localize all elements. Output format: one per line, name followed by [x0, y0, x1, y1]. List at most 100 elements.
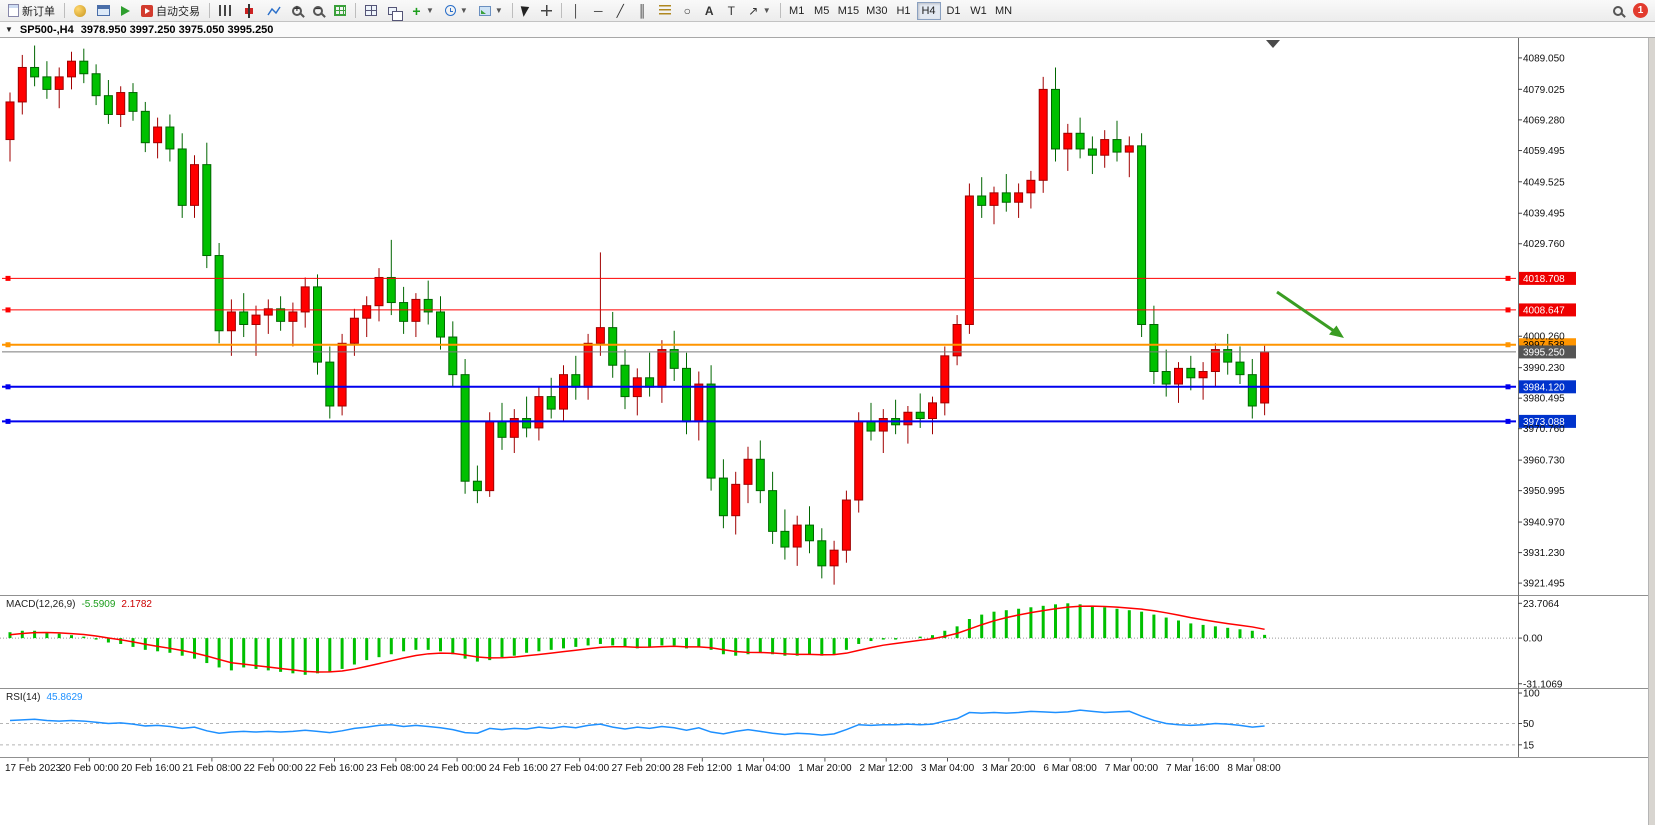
- svg-text:23.7064: 23.7064: [1523, 599, 1560, 610]
- grid-icon: [334, 5, 346, 16]
- fibonacci-icon: [658, 5, 671, 16]
- new-order-button[interactable]: 新订单: [3, 1, 60, 21]
- tile-windows-button[interactable]: [360, 1, 382, 21]
- macd-main-value: -5.5909: [81, 599, 116, 610]
- chart-caption-bar: ▼ SP500-,H4 3978.950 3997.250 3975.050 3…: [0, 22, 1655, 38]
- horizontal-line-button[interactable]: ─: [588, 1, 609, 21]
- trendline-button[interactable]: ╱: [610, 1, 631, 21]
- line-chart-button[interactable]: [262, 1, 286, 21]
- zoom-out-button[interactable]: [308, 1, 328, 21]
- market-watch-button[interactable]: [69, 1, 91, 21]
- terminal-button[interactable]: [92, 1, 115, 21]
- text-label-button[interactable]: T: [721, 1, 742, 21]
- add-indicator-icon: +: [412, 2, 421, 19]
- svg-text:3970.760: 3970.760: [1523, 424, 1565, 435]
- candles-layer: [5, 45, 1270, 585]
- timeframe-mn[interactable]: MN: [992, 2, 1016, 20]
- templates-button[interactable]: ▼: [474, 1, 508, 21]
- svg-text:23 Feb 08:00: 23 Feb 08:00: [366, 763, 425, 774]
- fibonacci-button[interactable]: [654, 1, 676, 21]
- toolbar-separator: [511, 3, 513, 18]
- symbol-dropdown-icon[interactable]: ▼: [5, 25, 13, 34]
- svg-text:17 Feb 2023: 17 Feb 2023: [5, 763, 62, 774]
- svg-text:28 Feb 12:00: 28 Feb 12:00: [673, 763, 732, 774]
- template-icon: [478, 5, 491, 16]
- toolbar-separator: [209, 3, 210, 18]
- svg-text:8 Mar 08:00: 8 Mar 08:00: [1227, 763, 1281, 774]
- timeframe-d1[interactable]: D1: [942, 2, 966, 20]
- notification-badge[interactable]: 1: [1633, 3, 1648, 18]
- svg-text:3931.230: 3931.230: [1523, 548, 1565, 559]
- tester-button[interactable]: [116, 1, 135, 21]
- chevron-down-icon: ▼: [459, 6, 468, 15]
- new-order-icon: [8, 4, 19, 17]
- ellipse-icon: ○: [683, 3, 691, 18]
- chart-symbol-period: SP500-,H4: [19, 23, 74, 36]
- timeframe-h1[interactable]: H1: [892, 2, 916, 20]
- timeframe-w1[interactable]: W1: [967, 2, 991, 20]
- rsi-line: [9, 709, 1265, 736]
- svg-text:3973.088: 3973.088: [1523, 417, 1565, 428]
- svg-text:3921.495: 3921.495: [1523, 579, 1565, 590]
- indicators-button[interactable]: + ▼: [406, 1, 439, 21]
- vertical-line-icon: │: [572, 3, 581, 18]
- crosshair-icon: [540, 5, 552, 16]
- timeframe-m15[interactable]: M15: [835, 2, 862, 20]
- svg-text:24 Feb 00:00: 24 Feb 00:00: [428, 763, 487, 774]
- zoom-in-button[interactable]: [287, 1, 307, 21]
- svg-text:22 Feb 16:00: 22 Feb 16:00: [305, 763, 364, 774]
- chevron-down-icon: ▼: [494, 6, 503, 15]
- zoom-in-icon: [292, 4, 302, 16]
- svg-text:0.00: 0.00: [1523, 634, 1543, 645]
- svg-text:4059.495: 4059.495: [1523, 146, 1565, 157]
- svg-text:21 Feb 08:00: 21 Feb 08:00: [182, 763, 241, 774]
- text-button[interactable]: A: [699, 1, 720, 21]
- timeframe-m5[interactable]: M5: [810, 2, 834, 20]
- auto-trading-button[interactable]: 自动交易: [136, 1, 205, 21]
- svg-text:4039.495: 4039.495: [1523, 209, 1565, 220]
- timeframe-m1[interactable]: M1: [785, 2, 809, 20]
- vertical-line-button[interactable]: │: [566, 1, 587, 21]
- timeframe-group: M1 M5 M15 M30 H1 H4 D1 W1 MN: [785, 1, 1016, 20]
- timeframe-h4[interactable]: H4: [916, 1, 941, 20]
- toolbar-separator: [64, 3, 65, 18]
- cascade-windows-button[interactable]: [383, 1, 405, 21]
- line-chart-icon: [267, 6, 281, 15]
- search-button[interactable]: [1608, 1, 1628, 21]
- zoom-out-icon: [313, 4, 323, 16]
- macd-signal-line: [9, 605, 1265, 673]
- chevron-down-icon: ▼: [426, 6, 434, 15]
- text-label-icon: T: [727, 3, 735, 18]
- toolbar-separator: [355, 3, 356, 18]
- crosshair-button[interactable]: [536, 1, 557, 21]
- cursor-button[interactable]: [517, 1, 535, 21]
- search-icon: [1613, 5, 1623, 16]
- svg-text:3984.120: 3984.120: [1523, 382, 1565, 393]
- macd-name: MACD(12,26,9): [6, 599, 76, 610]
- channel-button[interactable]: ║: [632, 1, 653, 21]
- toolbar-separator: [779, 3, 781, 18]
- chart-ohlc-readout: 3978.950 3997.250 3975.050 3995.250: [80, 23, 274, 36]
- svg-text:-31.1069: -31.1069: [1523, 679, 1563, 690]
- shapes-button[interactable]: ○: [677, 1, 698, 21]
- svg-text:4069.280: 4069.280: [1523, 115, 1565, 126]
- periods-button[interactable]: ▼: [440, 1, 473, 21]
- candlestick-button[interactable]: [237, 1, 261, 21]
- arrows-button[interactable]: ↗ ▼: [743, 1, 776, 21]
- grid-button[interactable]: [329, 1, 351, 21]
- trendline-icon: ╱: [616, 3, 624, 18]
- candlestick-icon: [242, 3, 256, 18]
- cursor-icon: [520, 4, 532, 17]
- channel-icon: ║: [638, 3, 647, 18]
- arrow-tools-icon: ↗: [748, 3, 759, 18]
- svg-text:3980.495: 3980.495: [1523, 394, 1565, 405]
- svg-text:100: 100: [1523, 689, 1540, 700]
- svg-text:24 Feb 16:00: 24 Feb 16:00: [489, 763, 548, 774]
- bar-chart-button[interactable]: [214, 1, 236, 21]
- svg-text:2 Mar 12:00: 2 Mar 12:00: [860, 763, 914, 774]
- svg-text:15: 15: [1523, 740, 1535, 751]
- svg-text:1 Mar 20:00: 1 Mar 20:00: [798, 763, 852, 774]
- timeframe-m30[interactable]: M30: [863, 2, 890, 20]
- monitor-icon: [97, 5, 110, 16]
